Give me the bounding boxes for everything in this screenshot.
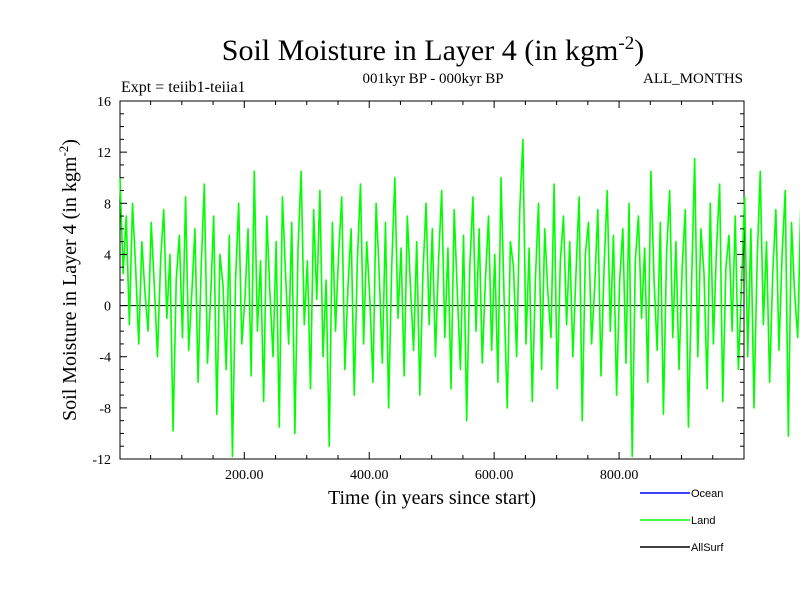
y-axis-label-close: ) — [59, 139, 81, 146]
y-axis-label-superscript: -2 — [56, 146, 71, 157]
x-axis-label: Time (in years since start) — [328, 487, 536, 509]
y-axis-label: Soil Moisture in Layer 4 (in kgm-2) — [56, 139, 81, 421]
plot-area: -12 -8 -4 0 4 8 12 16 200.00 400.00 600.00 800.00 — [92, 95, 800, 483]
subtitle-experiment: Expt = teiib1-teiia1 — [121, 79, 246, 96]
y-tick-label: -12 — [92, 453, 111, 468]
y-axis-label-main: Soil Moisture in Layer 4 (in kgm — [59, 156, 81, 421]
y-tick-label: -8 — [99, 402, 111, 417]
chart-title-main: Soil Moisture in Layer 4 (in kgm — [222, 34, 619, 67]
x-tick-label: 800.00 — [600, 468, 639, 483]
subtitle-period: 001kyr BP - 000kyr BP — [362, 71, 503, 87]
legend-label-allsurf: AllSurf — [691, 542, 724, 554]
chart-title-superscript: -2 — [618, 33, 634, 54]
x-tick-label: 600.00 — [475, 468, 514, 483]
series-group — [119, 138, 800, 458]
x-tick-label: 200.00 — [225, 468, 264, 483]
y-tick-label: 0 — [104, 300, 111, 315]
chart-title: Soil Moisture in Layer 4 (in kgm-2) — [222, 33, 644, 67]
y-tick-label: 12 — [97, 146, 111, 161]
subtitle-months: ALL_MONTHS — [643, 71, 743, 87]
y-tick-label: 16 — [97, 95, 111, 110]
y-tick-label: 8 — [104, 197, 111, 212]
x-tick-label: 400.00 — [350, 468, 389, 483]
chart-title-close: ) — [634, 34, 644, 67]
legend-label-ocean: Ocean — [691, 488, 723, 500]
ticks-group: -12 -8 -4 0 4 8 12 16 200.00 400.00 600.00 800.00 — [92, 95, 744, 483]
y-tick-label: 4 — [104, 248, 111, 263]
plot-frame — [119, 100, 745, 460]
legend: Ocean Land AllSurf — [640, 488, 724, 554]
y-tick-label: -4 — [99, 351, 111, 366]
series-line-land — [119, 138, 800, 458]
legend-label-land: Land — [691, 515, 715, 527]
